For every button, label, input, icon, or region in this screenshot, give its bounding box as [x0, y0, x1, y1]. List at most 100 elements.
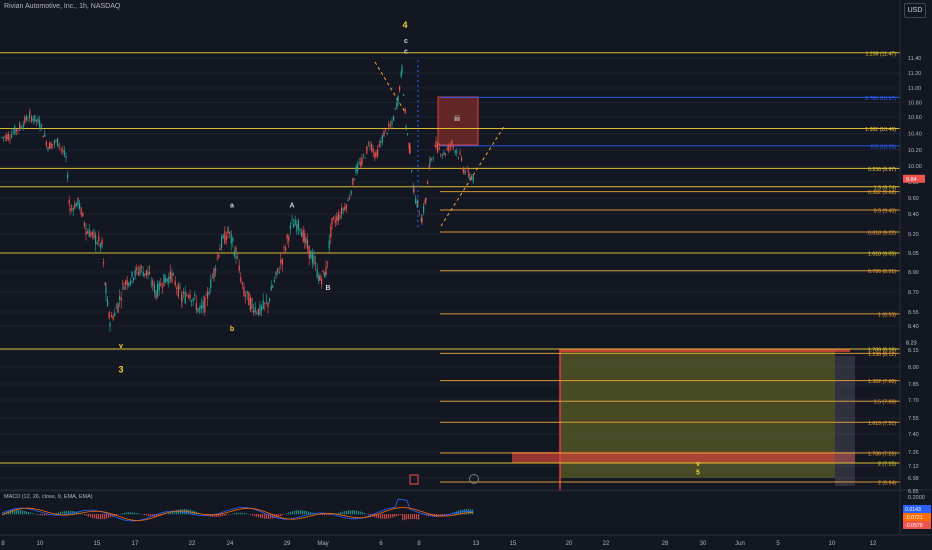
currency-button[interactable]: USD [904, 3, 926, 18]
candle-body [39, 127, 41, 129]
macd-bar [252, 514, 254, 516]
candle-body [50, 143, 52, 149]
macd-bar [40, 514, 42, 516]
candle-body [364, 157, 366, 159]
candle-body [22, 124, 24, 128]
candle-body [195, 302, 197, 311]
candle-body [65, 156, 67, 159]
candle-body [301, 232, 303, 237]
candle-body [443, 151, 445, 155]
time-tick: 29 [284, 541, 291, 547]
time-tick: May [317, 541, 328, 547]
candle-body [80, 208, 82, 215]
candle-body [468, 171, 470, 177]
macd-bar [292, 511, 294, 515]
macd-bar [46, 514, 48, 516]
candle-body [401, 65, 403, 73]
macd-bar [174, 510, 176, 515]
candle-body [246, 290, 248, 294]
candle-body [137, 271, 139, 275]
candle-body [325, 267, 327, 276]
candle-body [288, 236, 290, 242]
candle-body [176, 287, 178, 290]
candle-body [131, 271, 133, 277]
macd-bar [92, 514, 94, 518]
candle-body [153, 284, 155, 293]
candle-body [181, 297, 183, 302]
candle-body [342, 208, 344, 211]
candle-body [331, 218, 333, 225]
price-tick: 7.70 [908, 398, 919, 404]
candle-body [96, 242, 98, 244]
candle-body [232, 237, 234, 242]
candle-body [378, 144, 380, 147]
macd-bar [326, 514, 328, 516]
candle-body [391, 120, 393, 125]
fib-lines [0, 52, 900, 483]
macd-bar [148, 514, 150, 517]
macd-value-text: -0.0578 [905, 523, 923, 529]
candle-body [98, 236, 100, 241]
price-tick: 11.00 [908, 86, 921, 92]
time-tick: 8 [417, 541, 421, 547]
macd-bar [144, 514, 146, 516]
macd-bar [440, 514, 442, 517]
fib-label: 1.236 (11.47) [866, 51, 897, 57]
candle-body [199, 306, 201, 309]
candle-body [208, 292, 210, 295]
candle-body [457, 157, 459, 158]
signal-line [1, 507, 474, 521]
wave-label: A [289, 203, 294, 210]
macd-bar [90, 514, 92, 518]
macd-bar [146, 514, 148, 516]
price-tick: 7.40 [908, 432, 919, 438]
candle-body [1, 137, 3, 138]
candle-body [109, 322, 111, 327]
candle-body [291, 219, 293, 221]
macd-bar [368, 514, 370, 516]
grid [0, 57, 900, 492]
candle-body [93, 230, 95, 232]
macd-bar [276, 514, 278, 518]
macd-bar [142, 514, 144, 515]
candle-body [128, 282, 130, 286]
price-tick: 9.80 [908, 180, 919, 186]
macd-bar [76, 511, 78, 515]
time-axis: 8 10 15 17 22 24 29 May 6 8 13 15 20 22 28 30 Jun 5 10 12 [0, 534, 932, 547]
candle-body [161, 286, 163, 289]
candle-body [463, 169, 465, 174]
candle-body [423, 205, 425, 213]
candle-body [126, 280, 128, 286]
candle-body [360, 162, 362, 167]
candle-body [308, 245, 310, 259]
candle-body [12, 132, 14, 134]
candle-body [183, 291, 185, 294]
macd-bar [396, 514, 398, 517]
candle-body [120, 297, 122, 301]
candle-body [174, 280, 176, 286]
macd-bar [412, 514, 414, 519]
candle-body [270, 285, 272, 291]
candle-body [59, 145, 61, 147]
macd-bar [132, 512, 134, 515]
candle-body [31, 116, 33, 122]
candle-body [225, 235, 227, 241]
candle-body [82, 212, 84, 217]
candle-body [85, 231, 87, 235]
candle-body [184, 291, 186, 304]
macd-bar [416, 514, 418, 520]
candle-body [157, 283, 159, 297]
candle-body [412, 187, 414, 189]
macd-value-tag [903, 521, 931, 529]
candle-body [302, 229, 304, 242]
macd-bar [36, 514, 38, 515]
candle-body [218, 254, 220, 258]
candle-body [400, 71, 402, 77]
fib-label: 1.382 (7.88) [868, 379, 896, 385]
candle-body [404, 109, 406, 114]
candle-body [211, 277, 213, 278]
candle-body [181, 294, 183, 301]
time-tick: 15 [94, 541, 101, 547]
candle-body [289, 225, 291, 230]
